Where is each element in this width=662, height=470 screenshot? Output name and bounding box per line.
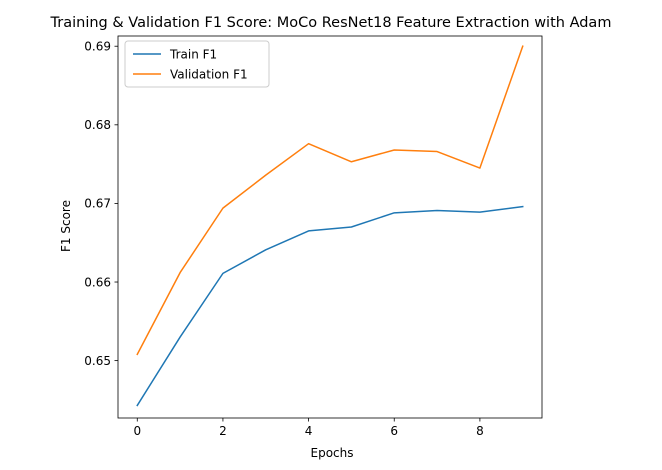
legend: Train F1 Validation F1 — [124, 40, 270, 88]
y-tick-label: 0.66 — [84, 275, 111, 289]
legend-box — [124, 40, 270, 88]
x-axis-ticks: 0 2 4 6 8 — [133, 418, 484, 438]
plot-area: 0 2 4 6 8 0.65 0.66 0.67 0.68 0.69 — [84, 35, 543, 438]
x-axis-label: Epochs — [311, 446, 354, 460]
legend-label: Validation F1 — [170, 67, 248, 81]
legend-label: Train F1 — [169, 47, 217, 61]
x-tick-label: 8 — [476, 424, 484, 438]
x-tick-label: 2 — [219, 424, 227, 438]
series-line-train-f1 — [136, 205, 524, 407]
y-axis-label: F1 Score — [59, 200, 73, 252]
x-tick-label: 4 — [305, 424, 313, 438]
y-axis-ticks: 0.65 0.66 0.67 0.68 0.69 — [84, 40, 118, 368]
y-tick-label: 0.67 — [84, 197, 111, 211]
x-tick-label: 6 — [390, 424, 398, 438]
chart-title: Training & Validation F1 Score: MoCo Res… — [50, 15, 612, 31]
y-tick-label: 0.68 — [84, 118, 111, 132]
plot-frame — [117, 35, 543, 419]
series-group — [136, 45, 524, 407]
y-tick-label: 0.69 — [84, 40, 111, 54]
series-line-validation-f1 — [136, 45, 524, 356]
y-tick-label: 0.65 — [84, 354, 111, 368]
x-tick-label: 0 — [133, 424, 141, 438]
